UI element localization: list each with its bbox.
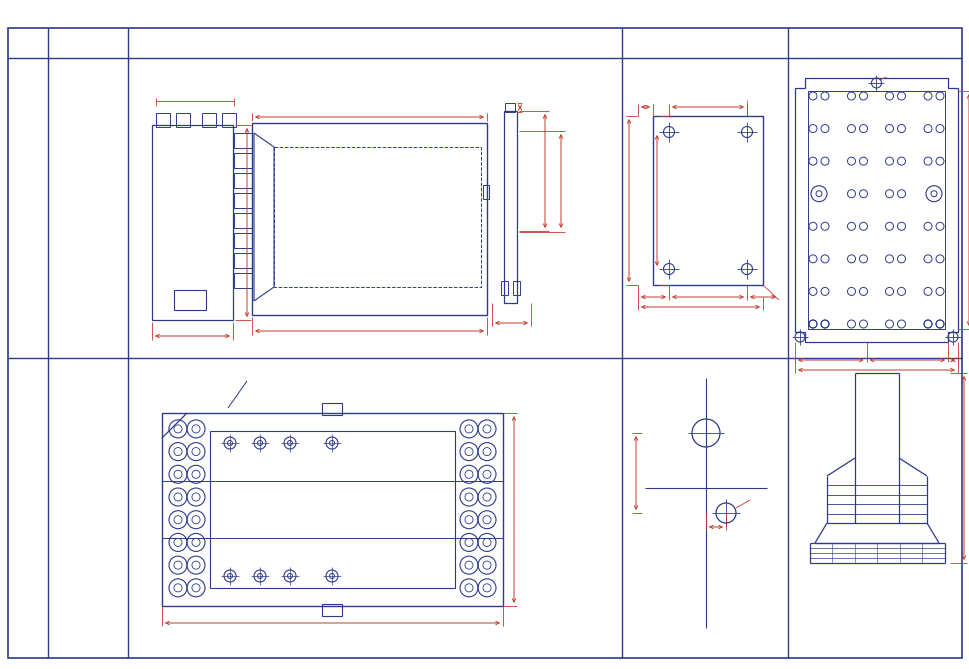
Bar [234,173,252,188]
Bar [807,91,944,329]
Bar [505,103,515,112]
Bar [152,125,233,320]
Bar [202,113,216,127]
Bar [652,116,763,285]
Bar [175,113,190,127]
Bar [209,431,454,588]
Bar [234,153,252,168]
Bar [273,147,481,287]
Bar [162,413,503,606]
Bar [222,113,235,127]
Bar [322,403,342,415]
Bar [234,253,252,268]
Bar [504,111,516,303]
Bar [252,123,486,315]
Bar [234,273,252,288]
Bar [156,113,170,127]
Bar [322,604,342,616]
Bar [234,213,252,228]
Bar [500,281,508,295]
Bar [234,233,252,248]
Bar [513,281,519,295]
Bar [483,185,488,199]
Bar [173,290,205,310]
Bar [234,133,252,148]
Bar [234,193,252,208]
